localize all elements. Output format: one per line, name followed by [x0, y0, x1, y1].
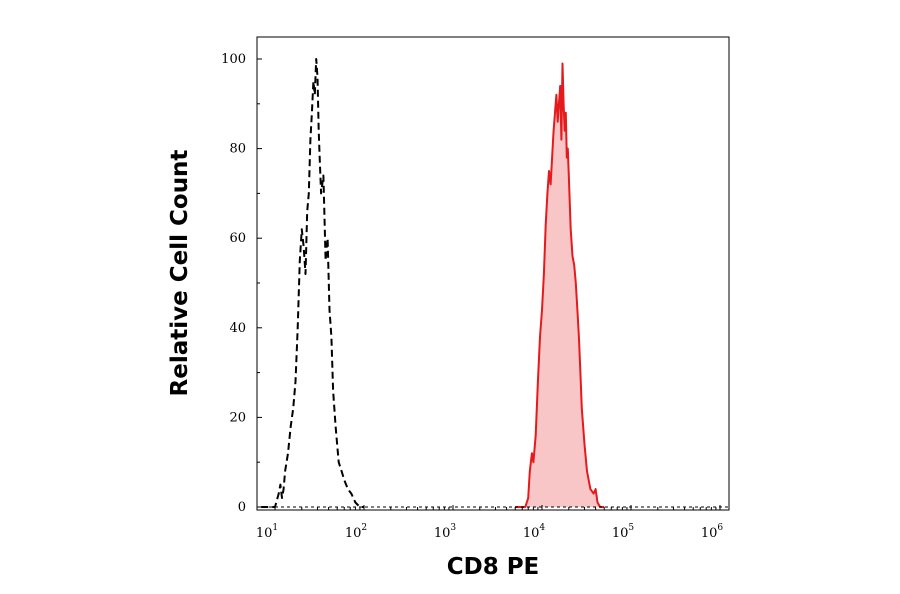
- plot-frame: [256, 36, 730, 511]
- y-tick-label: 0: [238, 500, 246, 515]
- y-tick-label: 60: [229, 231, 246, 246]
- y-axis: 0 20 40 60 80 100: [221, 52, 262, 515]
- series-0-dashed-line: [261, 58, 364, 508]
- x-tick-label: 105: [612, 523, 635, 541]
- x-axis-title: CD8 PE: [447, 554, 540, 580]
- series-1-area: [515, 63, 605, 507]
- y-tick-label: 40: [229, 321, 246, 336]
- series-layer: [257, 58, 729, 508]
- x-tick-label: 102: [345, 523, 367, 541]
- series-1-line: [515, 62, 605, 508]
- x-tick-label: 104: [523, 523, 546, 541]
- x-tick-label: 101: [256, 523, 278, 541]
- y-tick-label: 80: [229, 142, 246, 157]
- y-tick-label: 100: [221, 52, 246, 67]
- x-tick-label: 106: [701, 523, 724, 541]
- y-tick-label: 20: [229, 410, 246, 425]
- y-axis-title: Relative Cell Count: [167, 150, 193, 397]
- x-tick-label: 103: [434, 523, 457, 541]
